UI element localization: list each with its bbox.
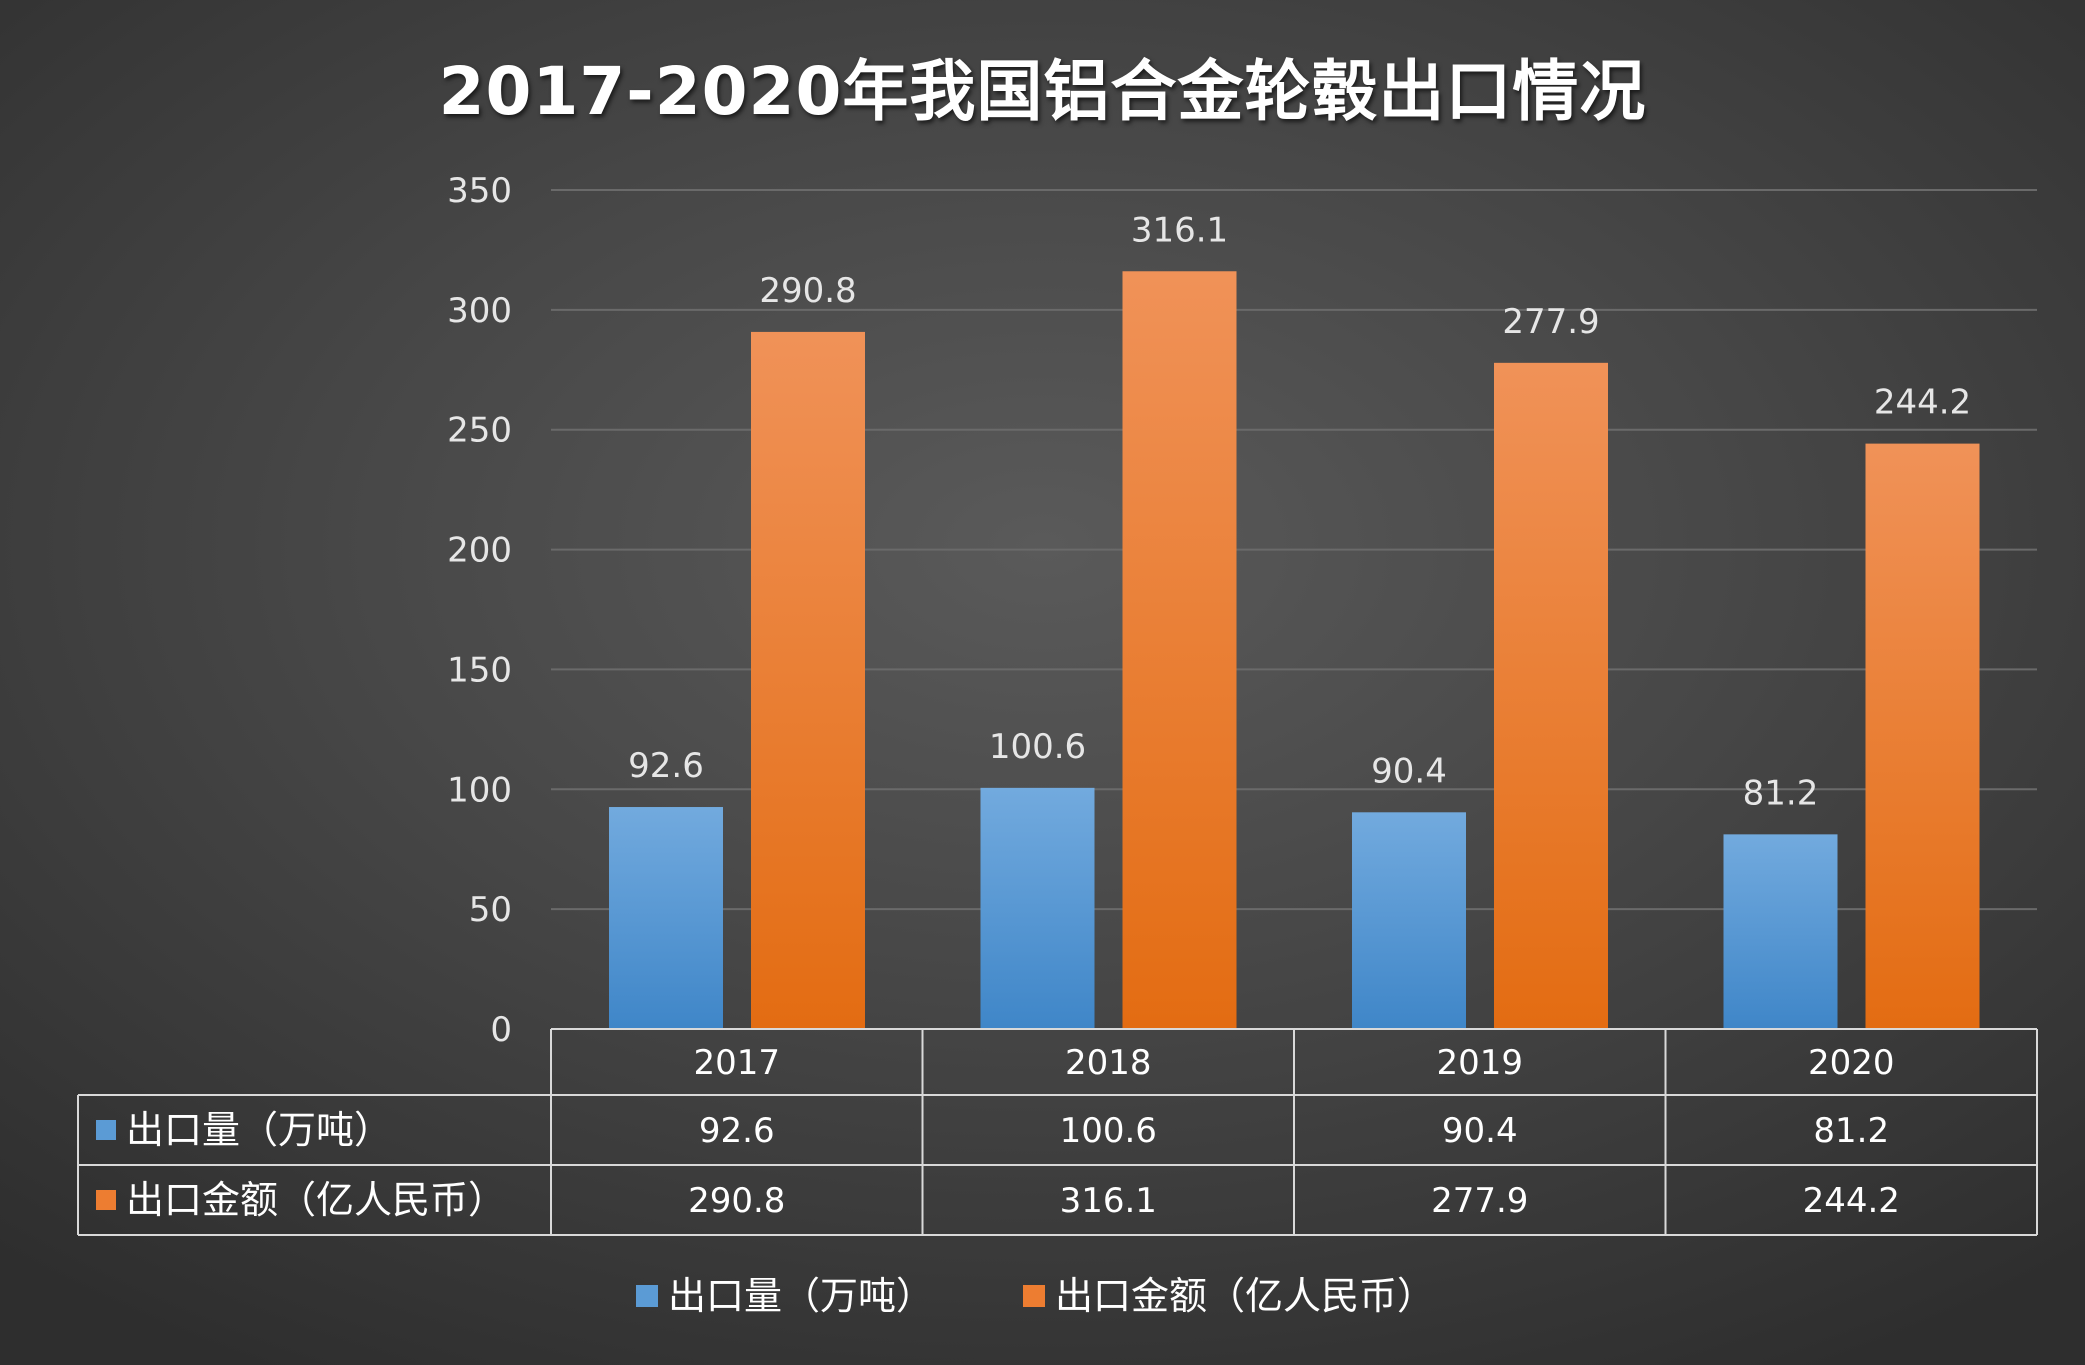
- table-series-name: 出口金额（亿人民币）: [126, 1178, 506, 1222]
- category-label: 2018: [1065, 1043, 1152, 1083]
- table-cell: 244.2: [1803, 1181, 1900, 1221]
- bar-export-value: [1494, 362, 1608, 1030]
- table-series-swatch: [96, 1190, 116, 1210]
- table-cell: 290.8: [688, 1181, 785, 1221]
- table-series-swatch: [96, 1120, 116, 1140]
- data-label: 316.1: [1131, 210, 1228, 250]
- legend: 出口量（万吨） 出口金额（亿人民币）: [636, 1274, 1435, 1318]
- category-label: 2019: [1436, 1043, 1523, 1083]
- data-labels: 92.6 100.6 90.4 81.2 290.8 316.1 277.9 244.2: [628, 210, 1971, 813]
- table-cell: 316.1: [1060, 1181, 1157, 1221]
- bar-export-value: [1865, 443, 1980, 1030]
- data-label: 92.6: [628, 746, 704, 786]
- y-tick-label: 200: [447, 531, 512, 571]
- y-tick-label: 100: [447, 770, 512, 810]
- bar-export-volume: [980, 787, 1095, 1029]
- bars: [609, 271, 1980, 1030]
- chart-title: 2017-2020年我国铝合金轮毂出口情况: [438, 53, 1647, 130]
- y-tick-label: 50: [469, 890, 512, 930]
- y-tick-label: 250: [447, 411, 512, 451]
- table-cell: 277.9: [1431, 1181, 1528, 1221]
- bar-export-volume: [1352, 812, 1466, 1029]
- data-label: 277.9: [1502, 302, 1599, 342]
- y-tick-label: 350: [447, 171, 512, 211]
- data-label: 90.4: [1371, 751, 1447, 791]
- bar-export-value: [751, 331, 865, 1029]
- y-axis-ticks: 0 50 100 150 200 250 300 350: [447, 171, 512, 1050]
- legend-swatch: [636, 1285, 658, 1307]
- table-cell: 81.2: [1813, 1111, 1889, 1151]
- category-label: 2017: [693, 1043, 780, 1083]
- data-label: 100.6: [989, 727, 1086, 767]
- legend-swatch: [1023, 1285, 1045, 1307]
- bar-export-volume: [1723, 834, 1838, 1029]
- data-label: 244.2: [1874, 383, 1971, 423]
- y-tick-label: 0: [490, 1010, 512, 1050]
- category-label: 2020: [1808, 1043, 1895, 1083]
- table-cell: 100.6: [1060, 1111, 1157, 1151]
- y-tick-label: 150: [447, 650, 512, 690]
- legend-label: 出口金额（亿人民币）: [1055, 1274, 1435, 1318]
- legend-label: 出口量（万吨）: [668, 1274, 934, 1318]
- data-table: 2017 2018 2019 2020 出口量（万吨） 92.6 100.6 90.4 81.2…: [77, 1028, 2038, 1236]
- bar-export-volume: [609, 807, 723, 1029]
- data-label: 290.8: [759, 271, 856, 311]
- table-series-name: 出口量（万吨）: [126, 1108, 392, 1152]
- y-tick-label: 300: [447, 291, 512, 331]
- data-label: 81.2: [1743, 773, 1819, 813]
- table-cell: 90.4: [1442, 1111, 1518, 1151]
- table-cell: 92.6: [699, 1111, 775, 1151]
- bar-export-value: [1122, 271, 1237, 1029]
